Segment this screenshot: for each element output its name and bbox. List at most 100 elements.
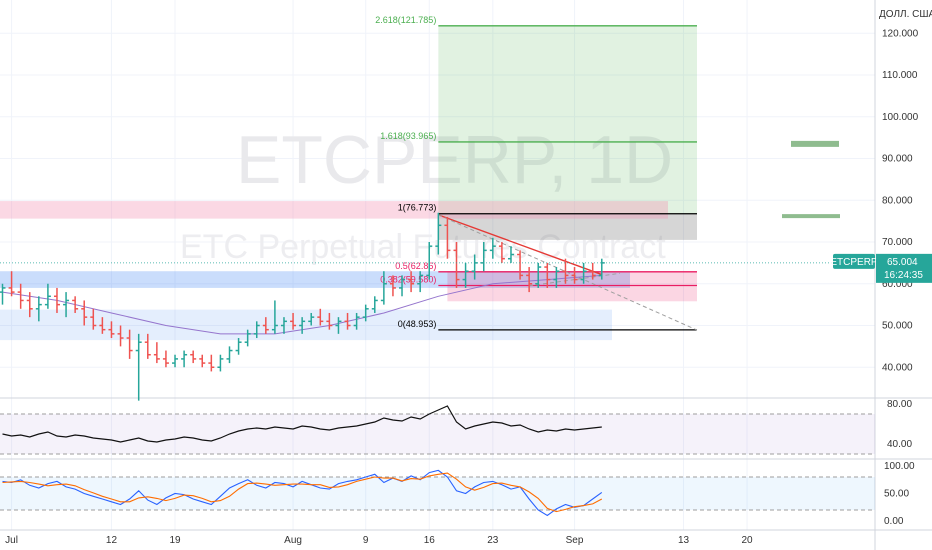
fib-level-label: 1(76.773) — [398, 203, 437, 213]
ohlc-bar[interactable] — [462, 262, 469, 288]
time-tick-label: Jul — [5, 535, 18, 546]
stoch-band — [0, 477, 875, 510]
ohlc-bar[interactable] — [317, 308, 324, 326]
ohlc-bar[interactable] — [35, 296, 42, 322]
ohlc-bar[interactable] — [226, 346, 233, 364]
resistance-zone — [0, 201, 668, 219]
ohlc-bar[interactable] — [117, 325, 124, 347]
currency-label: ДОЛЛ. США — [879, 9, 932, 20]
ohlc-bar[interactable] — [426, 242, 433, 280]
ohlc-bar[interactable] — [507, 246, 514, 263]
rsi-line[interactable] — [2, 405, 602, 443]
price-tick-label: 40.000 — [882, 362, 913, 373]
ohlc-bar[interactable] — [181, 350, 188, 368]
ohlc-bar[interactable] — [235, 338, 242, 355]
stoch-pane[interactable] — [0, 469, 875, 517]
last-price-value: 65.004 — [887, 257, 918, 268]
ohlc-bar[interactable] — [280, 317, 287, 334]
ohlc-bar[interactable] — [589, 262, 596, 280]
ohlc-bar[interactable] — [299, 317, 306, 334]
ohlc-bar[interactable] — [72, 296, 79, 313]
ohlc-bar[interactable] — [208, 354, 215, 372]
ohlc-bar[interactable] — [44, 283, 51, 309]
ohlc-bar[interactable] — [535, 262, 542, 288]
stoch-tick-label: 50.00 — [884, 489, 909, 500]
ohlc-bar[interactable] — [135, 333, 142, 401]
ohlc-bar[interactable] — [399, 275, 406, 297]
ohlc-bar[interactable] — [244, 329, 251, 347]
price-tag-bg — [876, 253, 932, 283]
target-marker — [791, 140, 839, 147]
ohlc-bar[interactable] — [217, 354, 224, 372]
ohlc-bar[interactable] — [308, 312, 315, 326]
ohlc-bar[interactable] — [153, 342, 160, 364]
ohlc-bar[interactable] — [262, 317, 269, 334]
ohlc-bar[interactable] — [489, 237, 496, 259]
ohlc-bar[interactable] — [389, 275, 396, 297]
ohlc-bar[interactable] — [81, 300, 88, 326]
ohlc-bar[interactable] — [417, 271, 424, 293]
candles[interactable] — [0, 212, 605, 401]
ohlc-bar[interactable] — [8, 271, 15, 297]
ohlc-bar[interactable] — [271, 300, 278, 334]
ohlc-bar[interactable] — [571, 267, 578, 284]
ohlc-bar[interactable] — [435, 212, 442, 255]
countdown: 16:24:35 — [884, 270, 923, 281]
fib-level-label: 2.618(121.785) — [375, 15, 436, 25]
ohlc-bar[interactable] — [199, 354, 206, 368]
fib-level-label: 1.618(93.965) — [380, 131, 436, 141]
rsi-band — [0, 414, 875, 454]
ohlc-bar[interactable] — [326, 312, 333, 330]
time-tick-label: 13 — [678, 535, 690, 546]
ohlc-bar[interactable] — [344, 312, 351, 330]
ohlc-bar[interactable] — [17, 283, 24, 309]
dashed-projection[interactable] — [438, 214, 698, 331]
price-tick-label: 80.000 — [882, 195, 913, 206]
stoch-d-line[interactable] — [2, 472, 603, 513]
rsi-tick-label: 40.00 — [887, 439, 912, 450]
ohlc-bar[interactable] — [162, 350, 169, 368]
ohlc-bar[interactable] — [26, 292, 33, 318]
ohlc-bar[interactable] — [453, 242, 460, 288]
stoch-k-line[interactable] — [2, 469, 603, 517]
ohlc-bar[interactable] — [53, 287, 60, 313]
ohlc-bar[interactable] — [408, 271, 415, 293]
ohlc-bar[interactable] — [362, 304, 369, 322]
time-tick-label: 20 — [741, 535, 753, 546]
fib-level-label: 0.5(62.86) — [395, 261, 436, 271]
ohlc-bar[interactable] — [90, 308, 97, 330]
time-tick-label: Sep — [566, 535, 584, 546]
ohlc-bar[interactable] — [99, 317, 106, 334]
ohlc-bar[interactable] — [108, 321, 115, 339]
ohlc-bar[interactable] — [63, 292, 70, 318]
rsi-pane[interactable] — [0, 405, 875, 455]
ohlc-bar[interactable] — [562, 258, 569, 284]
ohlc-bar[interactable] — [526, 267, 533, 293]
ohlc-bar[interactable] — [290, 312, 297, 330]
ohlc-bar[interactable] — [126, 329, 133, 359]
ohlc-bar[interactable] — [444, 216, 451, 259]
ohlc-bar[interactable] — [498, 242, 505, 263]
fib-pink-zone — [447, 271, 697, 302]
fib-grey-zone — [438, 213, 697, 240]
target-marker — [782, 214, 840, 219]
ohlc-bar[interactable] — [172, 354, 179, 368]
ohlc-bar[interactable] — [371, 296, 378, 313]
ohlc-bar[interactable] — [335, 317, 342, 334]
ohlc-bar[interactable] — [517, 250, 524, 280]
rsi-tick-label: 80.00 — [887, 399, 912, 410]
ohlc-bar[interactable] — [380, 271, 387, 305]
ohlc-bar[interactable] — [353, 312, 360, 330]
ohlc-bar[interactable] — [253, 321, 260, 339]
ohlc-bar[interactable] — [553, 267, 560, 288]
axes: 120.000 110.000 100.000 90.000 80.000 70.000 6… — [5, 28, 918, 546]
ohlc-bar[interactable] — [544, 262, 551, 288]
ohlc-bar[interactable] — [0, 283, 6, 305]
descending-trendline[interactable] — [438, 214, 603, 276]
ohlc-bar[interactable] — [580, 262, 587, 284]
fib-target-zone — [438, 25, 697, 214]
ohlc-bar[interactable] — [144, 333, 151, 359]
time-tick-label: 23 — [487, 535, 499, 546]
ohlc-bar[interactable] — [190, 350, 197, 364]
